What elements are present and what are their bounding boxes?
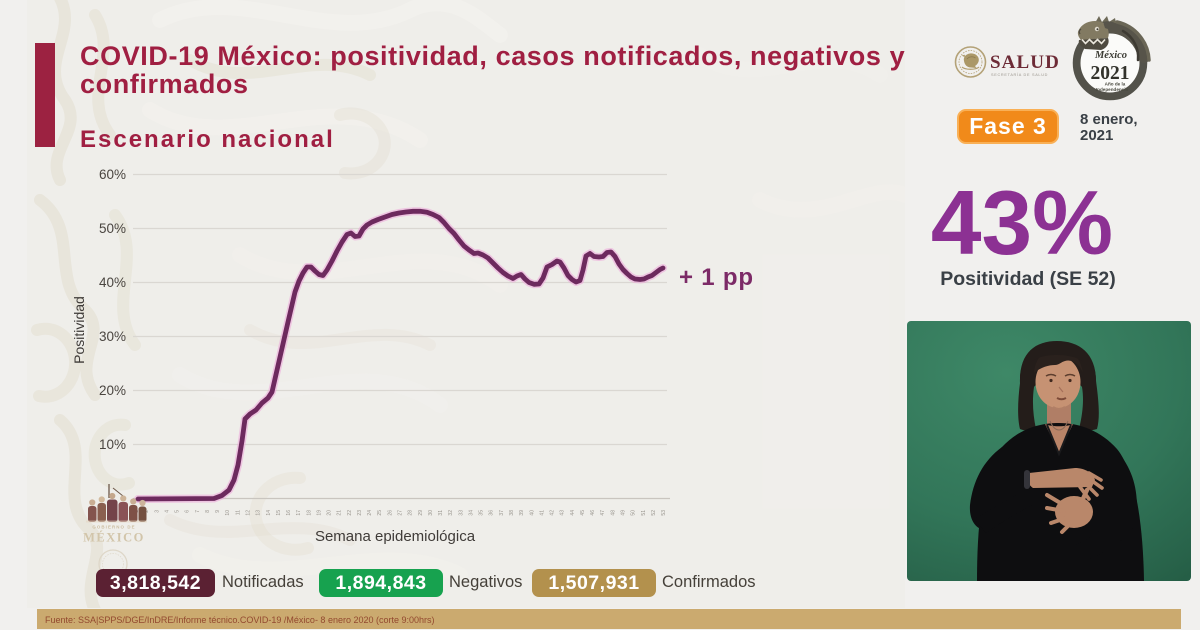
svg-text:39: 39 bbox=[519, 510, 525, 516]
svg-text:30: 30 bbox=[428, 510, 434, 516]
svg-text:Año de la: Año de la bbox=[1105, 82, 1126, 87]
svg-text:48: 48 bbox=[610, 510, 616, 516]
svg-text:50%: 50% bbox=[99, 221, 126, 236]
svg-text:5: 5 bbox=[175, 510, 181, 513]
svg-text:45: 45 bbox=[580, 510, 586, 516]
svg-text:35: 35 bbox=[479, 510, 485, 516]
svg-text:GOBIERNO DE: GOBIERNO DE bbox=[92, 525, 135, 530]
svg-text:10: 10 bbox=[225, 510, 231, 516]
svg-text:11: 11 bbox=[235, 510, 241, 515]
svg-text:29: 29 bbox=[418, 510, 424, 516]
svg-text:17: 17 bbox=[296, 510, 302, 516]
svg-text:27: 27 bbox=[398, 510, 404, 516]
svg-text:34: 34 bbox=[469, 510, 475, 516]
svg-text:Positividad: Positividad bbox=[71, 296, 87, 364]
svg-text:46: 46 bbox=[590, 510, 596, 516]
svg-text:52: 52 bbox=[651, 510, 657, 516]
svg-text:40: 40 bbox=[529, 510, 535, 516]
svg-text:México: México bbox=[1094, 50, 1127, 61]
svg-text:50: 50 bbox=[631, 510, 637, 516]
svg-text:40%: 40% bbox=[99, 275, 126, 290]
svg-text:8: 8 bbox=[205, 510, 211, 513]
svg-text:24: 24 bbox=[367, 510, 373, 516]
svg-text:16: 16 bbox=[286, 510, 292, 516]
svg-text:23: 23 bbox=[357, 510, 363, 516]
svg-text:13: 13 bbox=[256, 510, 262, 516]
svg-text:28: 28 bbox=[408, 510, 414, 516]
svg-text:18: 18 bbox=[306, 510, 312, 516]
svg-text:31: 31 bbox=[438, 510, 444, 516]
svg-text:9: 9 bbox=[215, 510, 221, 513]
svg-text:42: 42 bbox=[550, 510, 556, 516]
svg-text:SALUD: SALUD bbox=[990, 52, 1060, 73]
svg-text:7: 7 bbox=[195, 510, 201, 513]
svg-text:SECRETARÍA DE SALUD: SECRETARÍA DE SALUD bbox=[991, 73, 1048, 77]
svg-text:32: 32 bbox=[448, 510, 454, 516]
svg-text:Independencia: Independencia bbox=[1096, 87, 1129, 92]
svg-text:6: 6 bbox=[185, 510, 191, 513]
svg-text:51: 51 bbox=[641, 510, 647, 516]
svg-text:20%: 20% bbox=[99, 383, 126, 398]
svg-text:19: 19 bbox=[316, 510, 322, 516]
svg-text:26: 26 bbox=[387, 510, 393, 516]
svg-text:3: 3 bbox=[154, 510, 160, 513]
svg-text:44: 44 bbox=[570, 510, 576, 516]
svg-text:43: 43 bbox=[560, 510, 566, 516]
svg-text:22: 22 bbox=[347, 510, 353, 516]
svg-text:12: 12 bbox=[246, 510, 252, 516]
svg-text:Semana epidemiológica: Semana epidemiológica bbox=[315, 528, 476, 545]
svg-text:38: 38 bbox=[509, 510, 515, 516]
svg-text:2021: 2021 bbox=[1091, 63, 1130, 84]
svg-text:47: 47 bbox=[600, 510, 606, 516]
svg-text:20: 20 bbox=[327, 510, 333, 516]
svg-text:33: 33 bbox=[458, 510, 464, 516]
svg-text:49: 49 bbox=[621, 510, 627, 516]
svg-text:MÉXICO: MÉXICO bbox=[83, 531, 145, 545]
svg-text:36: 36 bbox=[489, 510, 495, 516]
svg-text:41: 41 bbox=[539, 510, 545, 516]
svg-text:37: 37 bbox=[499, 510, 505, 516]
svg-text:53: 53 bbox=[661, 510, 667, 516]
svg-text:2: 2 bbox=[144, 510, 150, 513]
svg-text:10%: 10% bbox=[99, 437, 126, 452]
svg-text:60%: 60% bbox=[99, 167, 126, 182]
svg-text:15: 15 bbox=[276, 510, 282, 516]
svg-text:25: 25 bbox=[377, 510, 383, 516]
svg-text:14: 14 bbox=[266, 510, 272, 516]
svg-text:4: 4 bbox=[164, 510, 170, 513]
svg-text:30%: 30% bbox=[99, 329, 126, 344]
svg-text:21: 21 bbox=[337, 510, 343, 516]
